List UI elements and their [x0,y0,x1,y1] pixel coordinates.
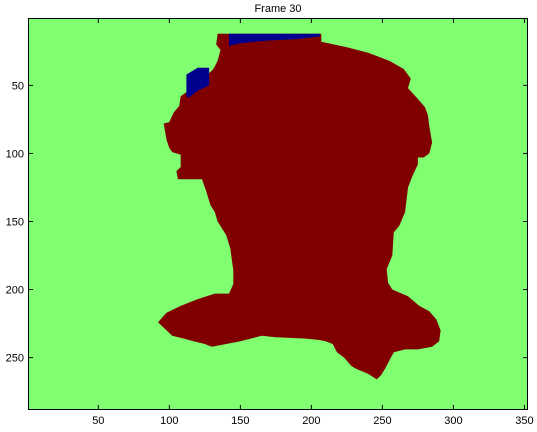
x-tick-label: 200 [302,415,320,427]
y-tick-label: 100 [6,148,24,160]
x-tick-label: 350 [515,415,533,427]
blue-blob-1 [229,33,320,46]
x-tick-label: 250 [373,415,391,427]
y-tick-label: 50 [12,80,24,92]
y-tick-label: 200 [6,285,24,297]
x-tick-label: 150 [231,415,249,427]
x-tick-label: 100 [160,415,178,427]
x-tick-label: 300 [444,415,462,427]
y-axis: 50 100 150 200 250 [6,80,528,365]
y-tick-label: 250 [6,353,24,365]
dark-red-region [158,33,441,380]
blue-blobs [186,33,320,98]
y-tick-label: 150 [6,216,24,228]
x-tick-label: 50 [92,415,104,427]
chart-title: Frame 30 [254,3,301,15]
x-axis: 50 100 150 200 250 300 350 [92,18,534,427]
axes-frame [28,18,528,410]
plot-area [28,18,528,410]
blue-blob-2 [186,67,210,98]
